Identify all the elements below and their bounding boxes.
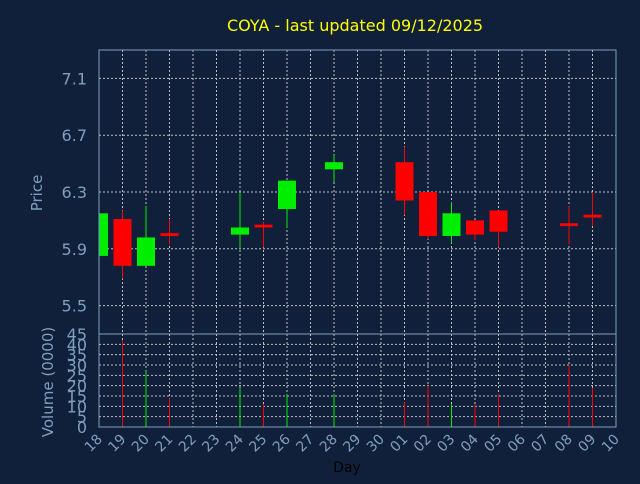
x-tick-label: 27 bbox=[293, 432, 317, 456]
candle-body bbox=[99, 213, 108, 256]
volume-tick-label: 30 bbox=[67, 356, 87, 375]
x-tick-label: 08 bbox=[552, 432, 576, 456]
candle-body bbox=[231, 227, 249, 235]
volume-tick-label: 20 bbox=[67, 377, 87, 396]
volume-axis-label: Volume (0000) bbox=[39, 327, 57, 437]
x-tick-label: 01 bbox=[387, 432, 411, 456]
volume-tick-label: 25 bbox=[67, 366, 87, 385]
x-tick-label: 24 bbox=[223, 431, 247, 455]
candle-body bbox=[160, 233, 179, 237]
candle-body bbox=[419, 192, 437, 237]
x-tick-label: 29 bbox=[340, 432, 364, 456]
price-tick-label: 6.7 bbox=[62, 126, 87, 145]
candle-body bbox=[137, 237, 155, 266]
candle-body bbox=[278, 180, 296, 210]
x-tick-label: 30 bbox=[364, 432, 388, 456]
volume-tick-label: 45 bbox=[67, 325, 87, 344]
chart-title: COYA - last updated 09/12/2025 bbox=[227, 16, 483, 35]
candle-body bbox=[583, 214, 602, 218]
price-tick-label: 5.5 bbox=[62, 297, 87, 316]
volume-panel-frame bbox=[98, 333, 617, 428]
x-tick-label: 28 bbox=[317, 432, 341, 456]
price-tick-labels: 5.5 5.9 6.3 6.7 7.1 bbox=[62, 69, 87, 315]
x-tick-label: 10 bbox=[599, 432, 623, 456]
candle-body bbox=[442, 213, 461, 237]
x-tick-label: 26 bbox=[270, 431, 294, 455]
x-tick-label: 20 bbox=[129, 432, 153, 456]
x-tick-label: 03 bbox=[434, 432, 458, 456]
price-axis-label: Price bbox=[28, 175, 46, 212]
candle-body bbox=[560, 223, 578, 227]
volume-tick-label: 5 bbox=[77, 408, 87, 427]
price-tick-label: 6.3 bbox=[62, 183, 87, 202]
x-axis-label: Day bbox=[333, 460, 361, 476]
volume-grid bbox=[99, 334, 616, 427]
x-tick-label: 02 bbox=[411, 432, 435, 456]
volume-tick-label: 35 bbox=[67, 346, 87, 365]
candle-body bbox=[254, 224, 273, 228]
x-tick-label: 23 bbox=[199, 432, 223, 456]
volume-tick-label: 40 bbox=[67, 335, 87, 354]
candle-body bbox=[395, 162, 414, 201]
candle-body bbox=[113, 218, 132, 266]
candle-body bbox=[489, 210, 508, 232]
candle-body bbox=[325, 162, 343, 170]
volume-bars bbox=[122, 340, 593, 427]
x-tick-label: 19 bbox=[105, 432, 129, 456]
price-grid bbox=[99, 50, 616, 334]
volume-tick-label: 10 bbox=[67, 397, 87, 416]
x-tick-label: 21 bbox=[152, 432, 176, 456]
x-tick-label: 06 bbox=[505, 431, 529, 455]
x-tick-label: 22 bbox=[176, 432, 200, 456]
price-tick-label: 7.1 bbox=[62, 69, 87, 88]
candles bbox=[98, 146, 602, 279]
x-tick-label: 09 bbox=[575, 432, 599, 456]
candle-body bbox=[466, 220, 484, 235]
volume-tick-label: 15 bbox=[67, 387, 87, 406]
x-tick-label: 07 bbox=[528, 432, 552, 456]
x-tick-label: 25 bbox=[246, 432, 270, 456]
x-tick-label: 05 bbox=[481, 432, 505, 456]
x-tick-label: 04 bbox=[458, 431, 482, 455]
x-tick-labels: 18 19 20 21 22 23 24 25 26 27 28 29 30 01 02 03 04 05 06 07… bbox=[82, 431, 623, 455]
price-tick-label: 5.9 bbox=[62, 240, 87, 259]
volume-tick-label: 0 bbox=[77, 418, 87, 437]
